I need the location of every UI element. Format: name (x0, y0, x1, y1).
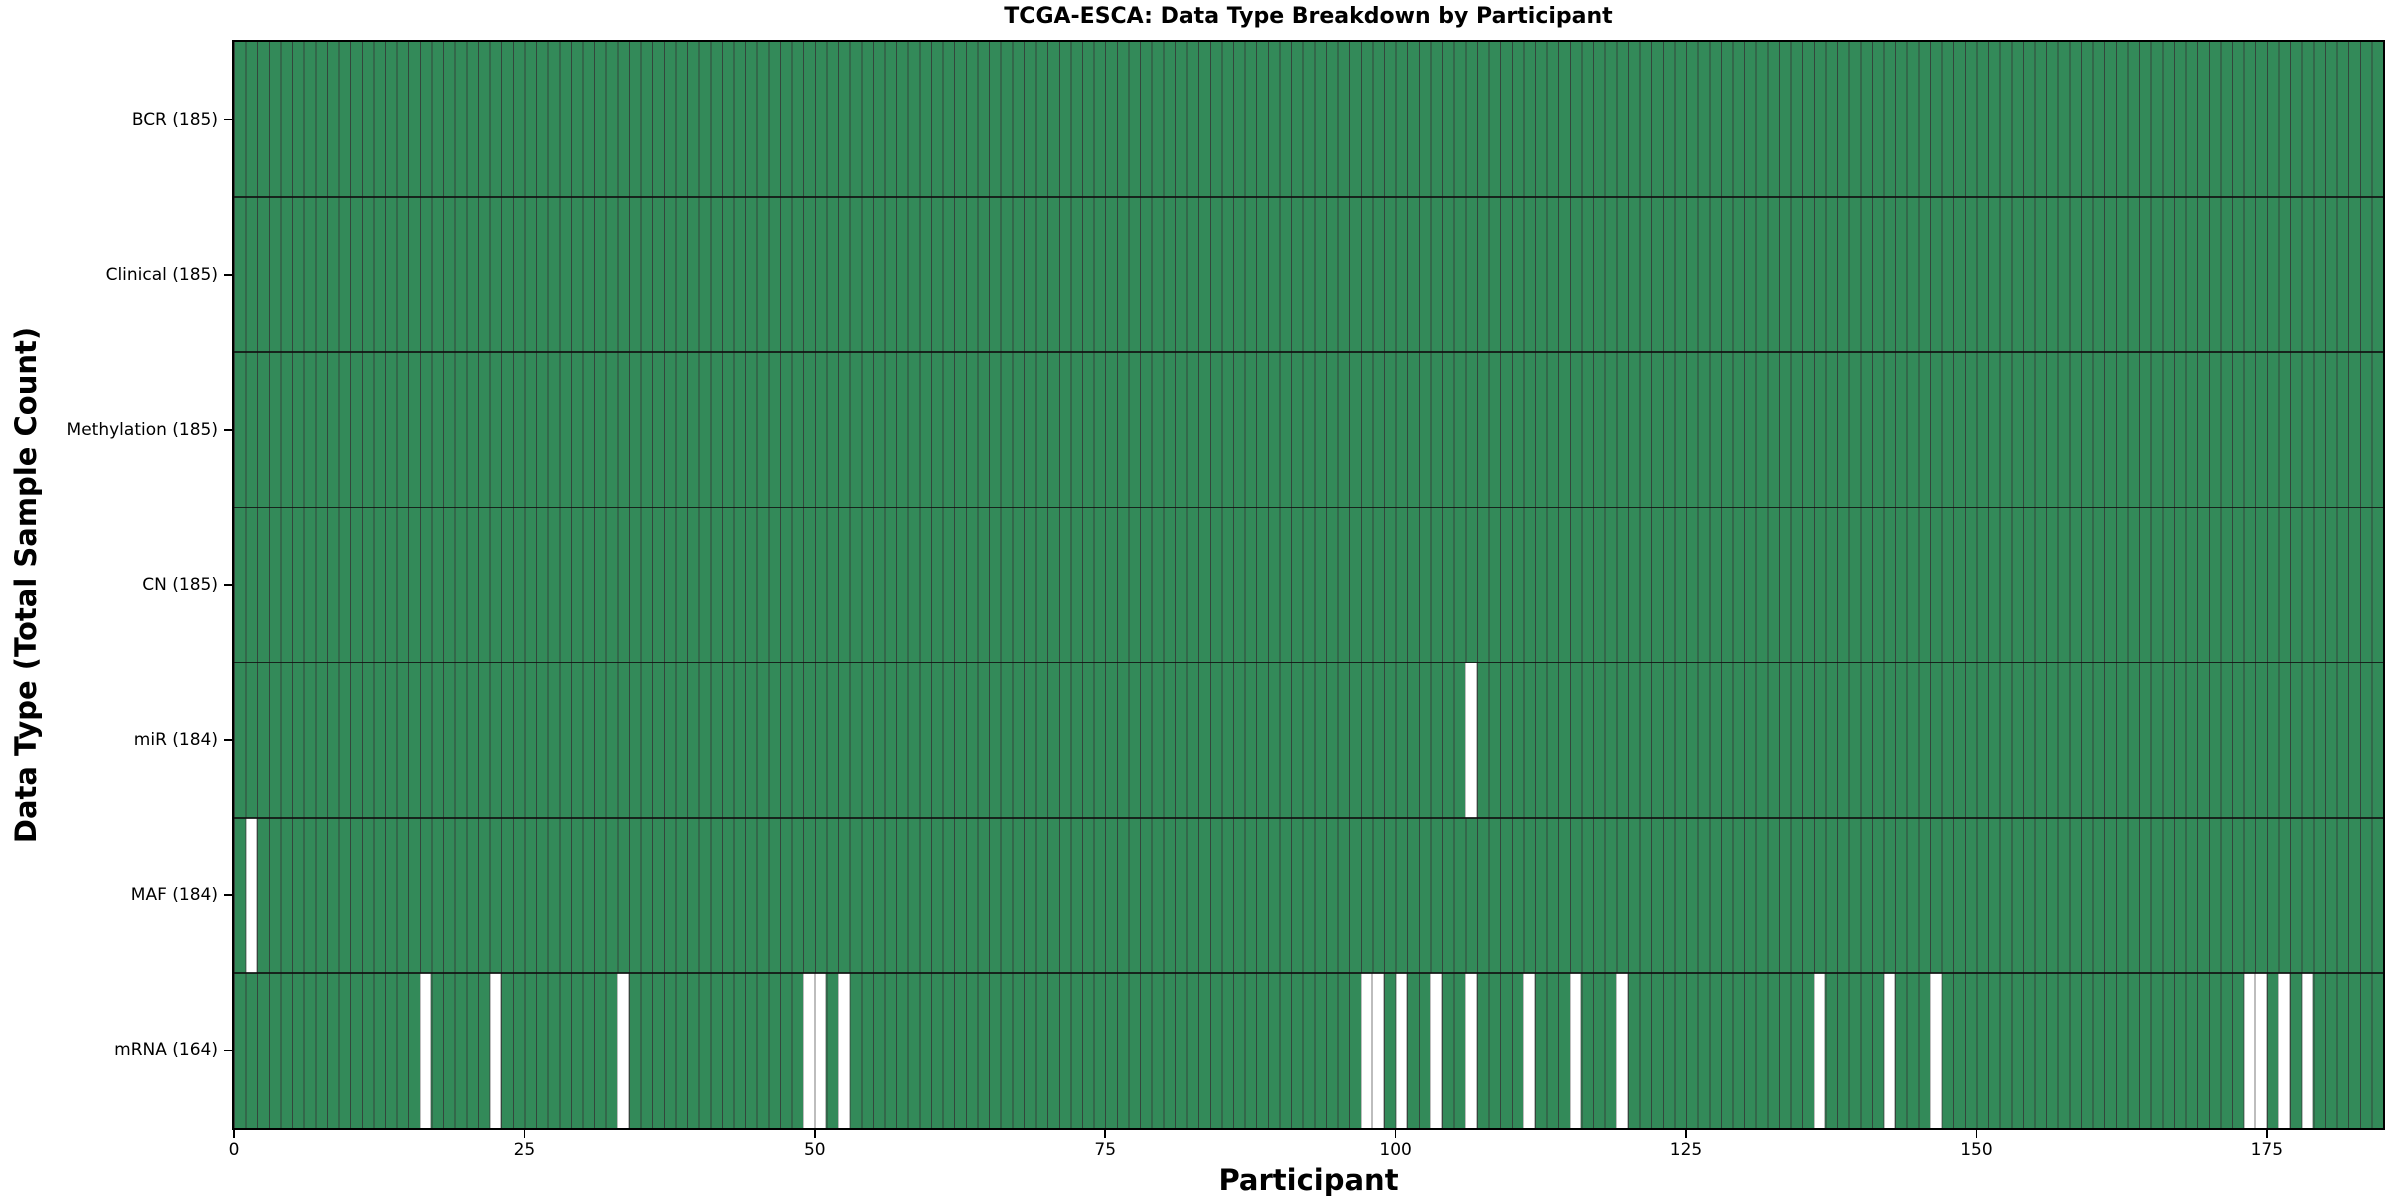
chart-row-BCR (234, 42, 2383, 198)
row-separator (234, 972, 2383, 974)
row-separator (234, 661, 2383, 664)
plot-canvas (234, 42, 2383, 1128)
y-tick-mark (224, 894, 232, 897)
y-tick-label-mRNA: mRNA (164) (114, 1040, 218, 1061)
x-tick-label-125: 125 (1669, 1140, 1703, 1160)
x-tick-mark (1685, 1130, 1687, 1138)
row-separator (234, 506, 2383, 509)
x-tick-label-0: 0 (228, 1140, 240, 1160)
absent-bar-mRNA-52 (838, 972, 850, 1128)
absent-bar-mRNA-115 (1569, 972, 1582, 1128)
absent-bar-mRNA-146 (1929, 972, 1942, 1128)
absent-bar-mRNA-50 (814, 972, 827, 1128)
absent-bar-mRNA-111 (1523, 972, 1535, 1128)
y-tick-mark (224, 429, 232, 431)
x-tick-mark (1104, 1130, 1106, 1138)
x-tick-mark (1394, 1130, 1397, 1138)
row-separator (234, 351, 2383, 354)
x-tick-label-50: 50 (803, 1140, 826, 1160)
y-tick-mark (224, 584, 232, 586)
x-tick-mark (1975, 1130, 1978, 1138)
absent-bar-mRNA-119 (1616, 972, 1628, 1128)
y-tick-label-MAF: MAF (184) (130, 885, 218, 906)
absent-bar-MAF-1 (245, 817, 258, 973)
absent-bar-mRNA-33 (617, 972, 629, 1128)
x-tick-label-25: 25 (513, 1140, 536, 1160)
chart-row-CN (234, 507, 2383, 663)
y-tick-mark (224, 1049, 232, 1052)
absent-bar-mRNA-174 (2255, 972, 2267, 1128)
chart-row-MAF (234, 817, 2383, 973)
chart-row-Clinical (234, 197, 2383, 353)
y-tick-mark (224, 739, 232, 741)
y-tick-mark (224, 118, 232, 121)
absent-bar-miR-106 (1465, 662, 1477, 818)
absent-bar-mRNA-173 (2243, 972, 2256, 1128)
y-tick-label-miR: miR (184) (133, 730, 218, 751)
absent-bar-mRNA-98 (1372, 972, 1384, 1128)
chart-row-mRNA (234, 972, 2383, 1128)
absent-bar-mRNA-176 (2278, 972, 2291, 1128)
absent-bar-mRNA-16 (419, 972, 432, 1128)
x-tick-label-75: 75 (1094, 1140, 1117, 1160)
absent-bar-mRNA-22 (489, 972, 502, 1128)
absent-bar-mRNA-103 (1430, 972, 1443, 1128)
x-tick-mark (523, 1130, 526, 1138)
y-tick-label-Methylation: Methylation (185) (66, 419, 218, 440)
chart-row-Methylation (234, 352, 2383, 508)
y-tick-label-Clinical: Clinical (185) (105, 264, 218, 285)
chart-title: TCGA-ESCA: Data Type Breakdown by Partic… (1004, 4, 1613, 29)
y-tick-label-CN: CN (185) (142, 575, 218, 595)
x-tick-mark (814, 1130, 816, 1138)
x-tick-label-100: 100 (1379, 1140, 1412, 1160)
y-tick-label-BCR: BCR (185) (131, 109, 218, 130)
absent-bar-mRNA-49 (803, 972, 815, 1128)
absent-bar-mRNA-142 (1883, 972, 1896, 1128)
absent-bar-mRNA-97 (1360, 972, 1373, 1128)
x-tick-label-175: 175 (2250, 1140, 2284, 1160)
row-separator (234, 196, 2383, 198)
absent-bar-mRNA-106 (1465, 972, 1477, 1128)
x-tick-label-150: 150 (1960, 1140, 1993, 1160)
plot-area: Present Absent (232, 40, 2385, 1130)
x-tick-mark (2266, 1130, 2268, 1138)
absent-bar-mRNA-136 (1813, 972, 1826, 1128)
absent-bar-mRNA-178 (2301, 972, 2314, 1128)
x-axis-title: Participant (1218, 1163, 1399, 1197)
chart-row-miR (234, 662, 2383, 818)
row-separator (234, 816, 2383, 819)
x-tick-mark (233, 1130, 235, 1138)
y-tick-mark (224, 273, 232, 276)
absent-bar-mRNA-100 (1395, 972, 1408, 1128)
